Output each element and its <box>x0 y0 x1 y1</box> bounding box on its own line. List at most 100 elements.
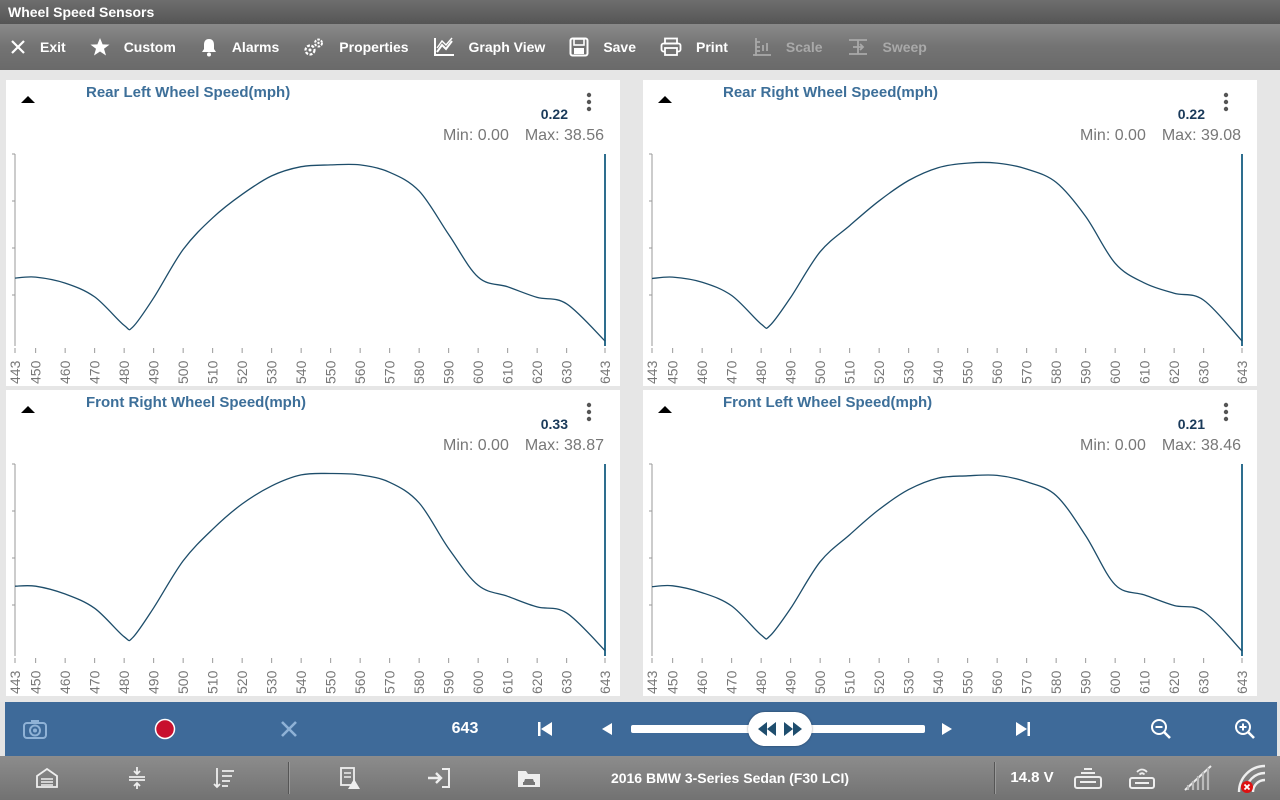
network-status-button[interactable] <box>1178 756 1218 800</box>
x-tick-label: 600 <box>470 670 486 694</box>
saved-data-button[interactable] <box>510 756 548 800</box>
graph-svg[interactable]: 443 450 460 470 480 490 500 510 520 530 540 550 560 5… <box>643 80 1257 386</box>
more-vertical-icon[interactable] <box>586 402 592 422</box>
collapse-arrow-icon[interactable] <box>20 94 36 104</box>
printer-icon <box>660 37 682 56</box>
exit-label: Exit <box>40 39 66 55</box>
x-tick-label: 443 <box>7 670 23 694</box>
wireless-vci-button[interactable] <box>1122 756 1162 800</box>
x-tick-label: 590 <box>441 670 457 694</box>
sweep-button[interactable]: Sweep <box>847 37 927 57</box>
x-tick-label: 470 <box>87 360 103 384</box>
x-tick-label: 630 <box>559 670 575 694</box>
snapshot-button[interactable] <box>15 702 55 756</box>
record-button[interactable] <box>145 702 185 756</box>
skip-start-icon <box>538 722 552 736</box>
x-tick-label: 540 <box>293 670 309 694</box>
report-button[interactable] <box>330 756 368 800</box>
home-garage-icon <box>36 767 58 788</box>
scale-button[interactable]: Scale <box>752 37 823 57</box>
x-tick-label: 510 <box>842 670 858 694</box>
x-tick-label: 450 <box>665 360 681 384</box>
folder-car-icon <box>518 771 540 787</box>
x-tick-label: 560 <box>989 360 1005 384</box>
zoom-out-button[interactable] <box>1141 702 1181 756</box>
sort-list-button[interactable] <box>206 756 244 800</box>
collapse-arrow-icon[interactable] <box>657 404 673 414</box>
login-arrow-icon <box>428 768 450 788</box>
x-tick-label: 510 <box>842 360 858 384</box>
min-value: Min: 0.00 <box>443 127 509 144</box>
x-tick-label: 590 <box>1078 670 1094 694</box>
print-button[interactable]: Print <box>660 37 728 57</box>
wireless-device-icon <box>1129 768 1155 789</box>
expand-collapse-button[interactable] <box>118 756 156 800</box>
exit-button[interactable]: Exit <box>10 39 66 55</box>
x-tick-label: 443 <box>644 360 660 384</box>
vci-status-button[interactable] <box>1068 756 1108 800</box>
home-button[interactable] <box>28 756 66 800</box>
transfer-button[interactable] <box>420 756 458 800</box>
rewind-fast-forward-icon <box>758 722 802 736</box>
window-title: Wheel Speed Sensors <box>0 0 1280 24</box>
series-line <box>14 163 606 342</box>
clear-button[interactable] <box>269 702 309 756</box>
custom-button[interactable]: Custom <box>90 37 176 57</box>
toolbar: Exit Custom Alarms Properties Graph View… <box>0 24 1280 70</box>
x-tick-label: 620 <box>529 360 545 384</box>
more-vertical-icon[interactable] <box>586 92 592 112</box>
star-icon <box>90 38 110 56</box>
scale-label: Scale <box>785 39 823 55</box>
more-vertical-icon[interactable] <box>1223 92 1229 112</box>
x-tick-label: 630 <box>1196 670 1212 694</box>
current-value: 0.22 <box>540 106 568 122</box>
graph-svg[interactable]: 443 450 460 470 480 490 500 510 520 530 540 550 560 5… <box>6 390 620 696</box>
record-icon <box>154 718 176 740</box>
gears-icon <box>304 38 324 56</box>
properties-label: Properties <box>339 39 409 55</box>
graph-view-button[interactable]: Graph View <box>433 37 545 57</box>
skip-to-end-button[interactable] <box>1003 702 1043 756</box>
frame-counter: 643 <box>451 720 479 737</box>
min-max: Min: 0.00 Max: 39.08 <box>1064 127 1241 145</box>
properties-button[interactable]: Properties <box>303 37 409 57</box>
graph-panel-rear-right[interactable]: 443 450 460 470 480 490 500 510 520 530 540 550 560 5… <box>643 80 1257 386</box>
graph-panel-front-left[interactable]: 443 450 460 470 480 490 500 510 520 530 540 550 560 5… <box>643 390 1257 696</box>
report-warning-icon <box>340 767 360 789</box>
custom-label: Custom <box>123 39 176 55</box>
skip-to-start-button[interactable] <box>525 702 565 756</box>
graph-svg[interactable]: 443 450 460 470 480 490 500 510 520 530 540 550 560 5… <box>643 390 1257 696</box>
alarms-button[interactable]: Alarms <box>200 37 279 57</box>
x-tick-label: 470 <box>724 360 740 384</box>
alarms-label: Alarms <box>231 39 280 55</box>
series-line <box>651 474 1243 652</box>
save-button[interactable]: Save <box>569 37 636 57</box>
playback-slider-knob[interactable] <box>748 712 812 746</box>
graph-panel-front-right[interactable]: 443 450 460 470 480 490 500 510 520 530 540 550 560 5… <box>6 390 620 696</box>
zoom-in-icon <box>1235 719 1255 739</box>
x-tick-label: 620 <box>1166 670 1182 694</box>
zoom-in-button[interactable] <box>1225 702 1265 756</box>
x-tick-label: 550 <box>323 360 339 384</box>
collapse-arrow-icon[interactable] <box>20 404 36 414</box>
series-line <box>14 472 606 651</box>
x-tick-label: 480 <box>116 360 132 384</box>
graph-panel-rear-left[interactable]: 443 450 460 470 480 490 500 510 520 530 540 550 560 5… <box>6 80 620 386</box>
battery-voltage: 14.8 V <box>1010 769 1054 786</box>
graph-svg[interactable]: 443 450 460 470 480 490 500 510 520 530 540 550 560 5… <box>6 80 620 386</box>
step-back-button[interactable] <box>587 702 627 756</box>
x-tick-label: 570 <box>1019 360 1035 384</box>
x-tick-label: 643 <box>1234 360 1250 384</box>
x-tick-label: 600 <box>1107 670 1123 694</box>
graph-area: 443 450 460 470 480 490 500 510 520 530 540 550 560 5… <box>0 70 1280 702</box>
more-vertical-icon[interactable] <box>1223 402 1229 422</box>
step-forward-button[interactable] <box>927 702 967 756</box>
camera-icon <box>23 720 47 739</box>
x-tick-label: 610 <box>500 670 516 694</box>
panel-title: Rear Left Wheel Speed(mph) <box>86 84 291 101</box>
x-tick-label: 560 <box>989 670 1005 694</box>
x-tick-label: 490 <box>783 360 799 384</box>
wifi-status-button[interactable] <box>1230 756 1274 800</box>
collapse-arrow-icon[interactable] <box>657 94 673 104</box>
x-tick-label: 500 <box>175 360 191 384</box>
